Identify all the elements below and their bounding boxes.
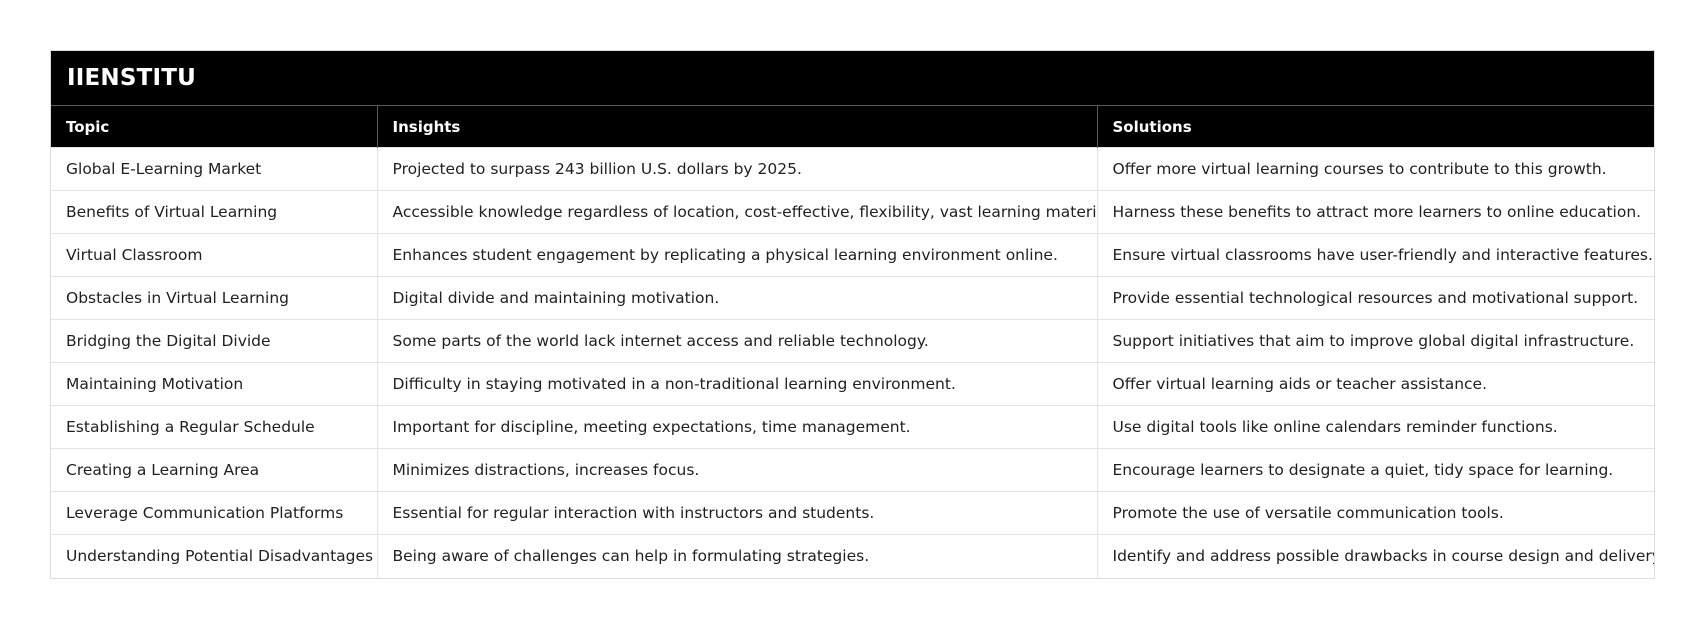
table-row: Obstacles in Virtual Learning Digital di… [51,276,1654,320]
solution-cell: Harness these benefits to attract more l… [1097,190,1654,234]
topic-cell: Virtual Classroom [51,233,378,277]
insight-cell: Essential for regular interaction with i… [377,491,1098,535]
topic-cell: Obstacles in Virtual Learning [51,276,378,320]
table-row: Bridging the Digital Divide Some parts o… [51,319,1654,363]
topic-cell: Benefits of Virtual Learning [51,190,378,234]
table-row: Establishing a Regular Schedule Importan… [51,405,1654,449]
brand-title: IIENSTITU [67,65,197,91]
column-header-topic: Topic [51,105,378,148]
solution-cell: Identify and address possible drawbacks … [1097,534,1654,578]
topic-cell: Global E-Learning Market [51,147,378,191]
table-row: Virtual Classroom Enhances student engag… [51,233,1654,277]
insight-cell: Difficulty in staying motivated in a non… [377,362,1098,406]
insight-cell: Digital divide and maintaining motivatio… [377,276,1098,320]
solution-cell: Encourage learners to designate a quiet,… [1097,448,1654,492]
table-row: Maintaining Motivation Difficulty in sta… [51,362,1654,406]
table-header-row: Topic Insights Solutions [51,105,1654,148]
solution-cell: Support initiatives that aim to improve … [1097,319,1654,363]
data-table: Topic Insights Solutions Global E-Learni… [51,105,1654,578]
topic-cell: Establishing a Regular Schedule [51,405,378,449]
solution-cell: Promote the use of versatile communicati… [1097,491,1654,535]
insight-cell: Accessible knowledge regardless of locat… [377,190,1098,234]
insight-cell: Some parts of the world lack internet ac… [377,319,1098,363]
insight-cell: Being aware of challenges can help in fo… [377,534,1098,578]
topic-cell: Bridging the Digital Divide [51,319,378,363]
insight-cell: Minimizes distractions, increases focus. [377,448,1098,492]
column-header-insights: Insights [377,105,1098,148]
table-row: Global E-Learning Market Projected to su… [51,147,1654,191]
solution-cell: Use digital tools like online calendars … [1097,405,1654,449]
solution-cell: Provide essential technological resource… [1097,276,1654,320]
topic-cell: Leverage Communication Platforms [51,491,378,535]
topic-cell: Understanding Potential Disadvantages [51,534,378,578]
insight-cell: Important for discipline, meeting expect… [377,405,1098,449]
solution-cell: Offer more virtual learning courses to c… [1097,147,1654,191]
data-table-container: IIENSTITU Topic Insights Solutions Globa… [50,50,1655,579]
insight-cell: Enhances student engagement by replicati… [377,233,1098,277]
topic-cell: Maintaining Motivation [51,362,378,406]
column-header-solutions: Solutions [1097,105,1654,148]
solution-cell: Offer virtual learning aids or teacher a… [1097,362,1654,406]
solution-cell: Ensure virtual classrooms have user-frie… [1097,233,1654,277]
insight-cell: Projected to surpass 243 billion U.S. do… [377,147,1098,191]
table-row: Creating a Learning Area Minimizes distr… [51,448,1654,492]
table-row: Leverage Communication Platforms Essenti… [51,491,1654,535]
brand-header: IIENSTITU [51,51,1654,105]
topic-cell: Creating a Learning Area [51,448,378,492]
table-row: Understanding Potential Disadvantages Be… [51,534,1654,578]
table-row: Benefits of Virtual Learning Accessible … [51,190,1654,234]
